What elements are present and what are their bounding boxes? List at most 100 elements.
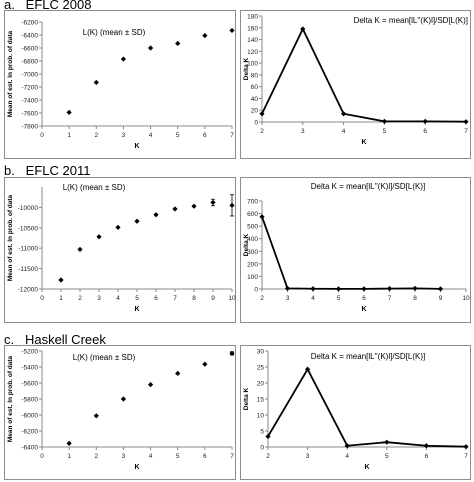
x-tick-label: 5 [176, 453, 180, 460]
panel-frame [4, 177, 236, 323]
x-tick-label: 4 [116, 295, 120, 302]
chart-a-delta-k: 0 20 40 60 80 100 120 140 160 180 2 3 4 5 6 7 K Delta K De… [240, 10, 471, 159]
data-point [361, 286, 367, 292]
x-tick-label: 3 [306, 453, 310, 460]
x-axis-label: K [364, 464, 369, 471]
x-tick-label: 2 [260, 295, 264, 302]
y-tick-label: 100 [247, 274, 258, 281]
y-tick-label: 140 [247, 37, 258, 44]
y-axis-label: Delta K [243, 234, 250, 257]
data-point [210, 199, 216, 206]
x-tick-label: 5 [176, 132, 180, 139]
x-tick-label: 3 [286, 295, 290, 302]
x-tick-label: 6 [203, 453, 207, 460]
chart-title: L(K) (mean ± SD) [73, 353, 136, 362]
y-tick-label: 10 [257, 413, 265, 420]
chart-title: Delta K = mean[lL''(K)l]/SD[L(K)] [311, 182, 425, 191]
y-tick-label: -7400 [21, 98, 38, 105]
x-tick-label: 8 [192, 295, 196, 302]
chart-b-delta-k: 0 100 200 300 400 500 600 700 2 3 4 5 6 7 8 9 10 K Delta K… [240, 177, 471, 323]
x-tick-label: 5 [383, 128, 387, 135]
data-point [437, 286, 444, 292]
data-point [134, 218, 140, 224]
y-tick-label: 20 [251, 108, 259, 115]
section-label-c: c. Haskell Creek [4, 332, 106, 347]
y-tick-label: -10000 [18, 205, 39, 212]
data-point [115, 224, 121, 230]
x-tick-label: 0 [40, 295, 44, 302]
panel-frame [240, 345, 471, 480]
data-point [335, 286, 342, 292]
chart-c-delta-k: 0 5 10 15 20 25 30 2 3 4 5 6 7 K Delta K Delta K = mean… [240, 345, 471, 480]
panel-frame [4, 345, 236, 480]
y-tick-label: 5 [260, 429, 264, 436]
data-point [96, 234, 102, 240]
y-tick-label: 15 [257, 397, 265, 404]
y-tick-label: -12000 [18, 287, 39, 294]
x-tick-label: 6 [154, 295, 158, 302]
y-tick-label: -6200 [21, 429, 38, 436]
y-tick-label: -7800 [21, 124, 38, 131]
x-tick-label: 7 [173, 295, 177, 302]
x-tick-label: 4 [149, 132, 153, 139]
y-tick-label: -5800 [21, 397, 38, 404]
x-tick-label: 10 [228, 295, 236, 302]
series-line [267, 367, 467, 448]
data-point [386, 286, 393, 292]
y-tick-label: 180 [247, 14, 258, 21]
x-tick-label: 6 [362, 295, 366, 302]
data-point [66, 109, 72, 115]
y-tick-label: 100 [247, 61, 258, 68]
x-tick-label: 0 [40, 132, 44, 139]
y-tick-label: -7200 [21, 85, 38, 92]
x-tick-label: 5 [135, 295, 139, 302]
y-tick-label: 0 [260, 445, 264, 452]
x-tick-label: 0 [40, 453, 44, 460]
panel-frame [4, 10, 236, 159]
data-point [259, 111, 265, 117]
x-tick-label: 10 [462, 295, 470, 302]
x-tick-label: 2 [266, 453, 270, 460]
y-tick-label: -6400 [21, 445, 38, 452]
chart-c-likelihood: -6400 -6200 -6000 -5800 -5600 -5400 -5200 0 1 2 3 4… [4, 345, 236, 480]
x-tick-label: 3 [301, 128, 305, 135]
section-label-b: b. EFLC 2011 [4, 163, 91, 178]
data-point [229, 27, 235, 34]
data-point [153, 212, 159, 218]
data-point [172, 206, 178, 212]
x-tick-label: 4 [149, 453, 153, 460]
y-tick-label: 400 [247, 236, 258, 243]
data-point [120, 56, 127, 62]
y-axis-label: Mean of est. ln prob. of data [7, 355, 14, 442]
x-tick-label: 3 [97, 295, 101, 302]
y-tick-label: 300 [247, 249, 258, 256]
x-tick-label: 2 [94, 132, 98, 139]
chart-title: L(K) (mean ± SD) [83, 28, 146, 37]
x-tick-label: 5 [385, 453, 389, 460]
data-point [463, 444, 469, 450]
x-tick-label: 4 [345, 453, 349, 460]
x-tick-label: 3 [122, 453, 126, 460]
x-tick-label: 6 [425, 453, 429, 460]
y-tick-label: 60 [251, 84, 259, 91]
x-axis-label: K [361, 306, 366, 313]
y-axis-label: Delta K [243, 388, 250, 411]
y-tick-label: -11500 [18, 266, 38, 273]
y-tick-label: -5400 [21, 365, 38, 372]
y-tick-label: 500 [247, 224, 258, 231]
y-tick-label: -5200 [21, 349, 38, 356]
x-tick-label: 8 [413, 295, 417, 302]
x-tick-label: 9 [439, 295, 443, 302]
panel-frame [240, 10, 471, 159]
y-axis-label: Delta K [243, 58, 250, 81]
x-tick-label: 1 [67, 453, 71, 460]
data-point [463, 119, 469, 125]
y-tick-label: 40 [251, 96, 259, 103]
y-axis-label: Mean of est. ln prob. of data [7, 30, 14, 117]
y-tick-label: -6800 [21, 59, 38, 66]
y-tick-label: 700 [247, 199, 258, 206]
x-tick-label: 7 [230, 453, 234, 460]
data-point [422, 118, 428, 125]
y-tick-label: -5600 [21, 381, 38, 388]
chart-b-likelihood: -12000 -11500 -11000 -10500 -10000 0 1 2 3 4 5 6 7 8 9… [4, 177, 236, 323]
